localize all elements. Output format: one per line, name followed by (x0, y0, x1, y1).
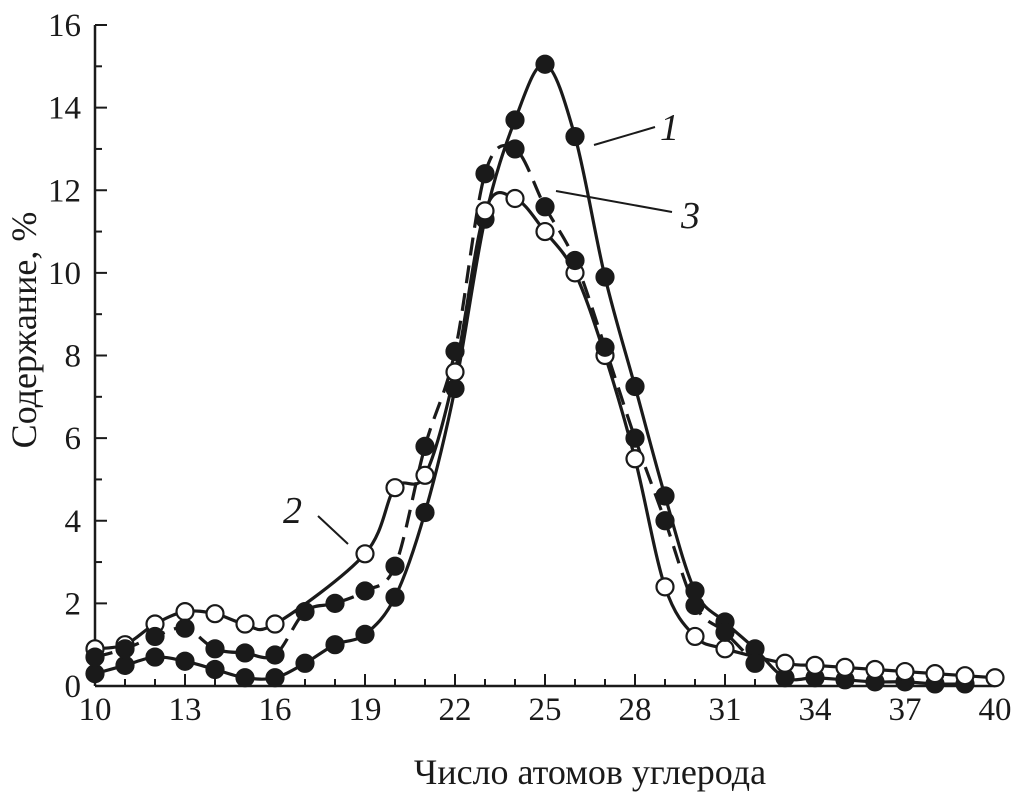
series-3-point (175, 618, 195, 638)
series-1-point (175, 651, 195, 671)
x-axis-title: Число атомов углерода (414, 752, 766, 792)
curve-label-3: 3 (680, 195, 700, 237)
series-2-point (175, 602, 195, 622)
series-2-point (265, 614, 285, 634)
x-tick-label: 13 (169, 692, 202, 728)
y-tick-label: 12 (48, 173, 81, 209)
curve-label-1: 1 (660, 107, 679, 149)
series-3-point (385, 556, 405, 576)
series-3-point (565, 250, 585, 271)
series-3-point (325, 593, 345, 613)
series-1-point (625, 376, 645, 397)
series-1-point (295, 653, 315, 673)
y-axis-title: Содержание, % (4, 212, 44, 449)
x-tick-label: 31 (709, 692, 742, 728)
series-1-point (385, 587, 405, 607)
series-2-point (775, 653, 795, 673)
y-tick-label: 2 (65, 586, 82, 622)
leader-line-2 (317, 515, 349, 545)
x-tick-label: 40 (979, 692, 1012, 728)
y-tick-label: 16 (48, 8, 81, 44)
series-2-point (715, 639, 735, 659)
series-3-point (415, 436, 435, 456)
series-1-point (325, 635, 345, 655)
series-2-point (985, 668, 1005, 688)
series-2-point (205, 604, 225, 624)
series-2-point (805, 655, 825, 675)
x-tick-label: 28 (619, 692, 652, 728)
y-tick-label: 4 (65, 504, 82, 540)
series-3-point (535, 197, 555, 217)
series-1-point (595, 267, 615, 287)
labels-layer: 1 3 2 (283, 107, 700, 545)
series-2-point (415, 465, 435, 485)
series-1-point (355, 624, 375, 644)
leader-line-1 (593, 126, 656, 146)
y-tick-label: 14 (48, 91, 81, 127)
y-tick-label: 8 (65, 339, 82, 375)
series-3-point (145, 626, 165, 647)
series-3-point (295, 602, 315, 622)
leader-line-3 (555, 190, 673, 213)
series-1-point (565, 126, 585, 147)
series-2-point (925, 664, 945, 684)
series-1-point (445, 378, 465, 399)
series-3-point (715, 622, 735, 642)
series-2-point (385, 478, 405, 498)
series-1-point (505, 110, 525, 130)
series-3-point (355, 581, 375, 601)
series-3-point (205, 639, 225, 659)
series-1-point (235, 668, 255, 688)
series-1-point (415, 502, 435, 523)
x-tick-label: 34 (799, 692, 832, 728)
x-tick-label: 16 (259, 692, 292, 728)
series-2-point (625, 449, 645, 469)
series-3-point (265, 645, 285, 665)
series-2-point (955, 666, 975, 686)
series-2-line (94, 191, 996, 680)
series-3-point (595, 337, 615, 357)
x-tick-label: 22 (439, 692, 472, 728)
series-2-point (505, 188, 525, 209)
series-3-point (85, 647, 105, 667)
series-2-point (685, 626, 705, 647)
series-1-point (655, 486, 675, 506)
series-3-point (115, 639, 135, 659)
series-2-point (445, 362, 465, 382)
series-1-point (115, 655, 135, 675)
curve-label-2: 2 (283, 490, 302, 532)
x-tick-label: 37 (889, 692, 922, 728)
series-1-point (145, 647, 165, 667)
series-3-point (745, 653, 765, 673)
series-1-point (85, 664, 105, 684)
y-tick-label: 6 (65, 421, 82, 457)
series-2-point (835, 657, 855, 678)
series-2-point (235, 614, 255, 634)
series-3-point (625, 428, 645, 448)
y-tick-label: 10 (48, 256, 81, 292)
series-1-point (205, 659, 225, 680)
series-1-line (94, 62, 966, 686)
series-2-point (355, 544, 375, 564)
x-tick-label: 19 (349, 692, 382, 728)
series-3-point (475, 164, 495, 184)
y-tick-label: 0 (65, 669, 82, 705)
series-2-point (655, 577, 675, 597)
series-2-point (475, 201, 495, 221)
series-3-point (685, 595, 705, 616)
series-layer (85, 54, 1005, 694)
series-1-point (535, 54, 555, 74)
series-3-point (505, 139, 525, 159)
series-1-point (265, 668, 285, 688)
series-3-point (655, 511, 675, 531)
x-tick-label: 25 (529, 692, 562, 728)
series-2-point (535, 221, 555, 242)
series-2-point (865, 659, 885, 680)
series-3-point (445, 341, 465, 361)
series-3-point (235, 643, 255, 663)
series-2-point (895, 661, 915, 682)
x-tick-label: 10 (79, 692, 112, 728)
